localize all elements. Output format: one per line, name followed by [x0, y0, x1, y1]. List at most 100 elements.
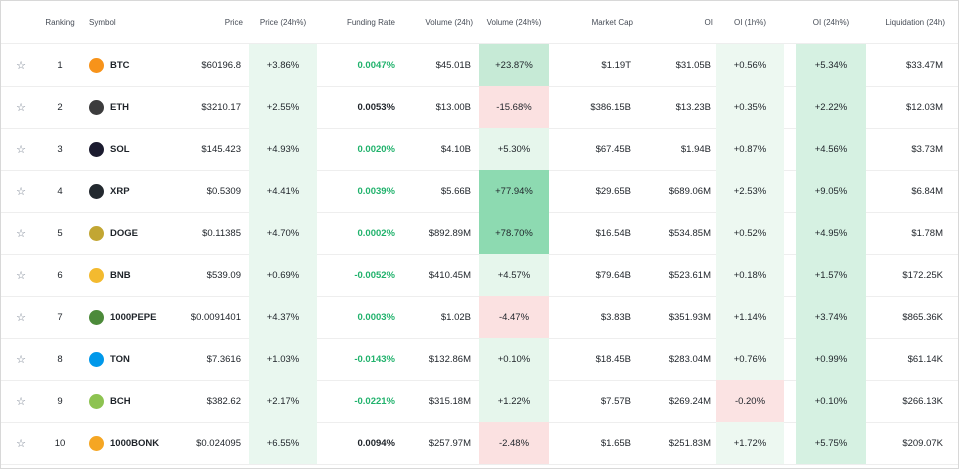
table-cell: $79.64B: [595, 269, 631, 281]
header-row: Ranking Symbol Price Price (24h%) Funding Ra…: [1, 1, 958, 44]
header-cell: Symbol: [89, 17, 116, 27]
coin-icon: [89, 351, 104, 367]
table-cell: $1.19T: [601, 59, 631, 71]
table-cell: +2.17%: [249, 380, 317, 422]
table-cell: +1.22%: [479, 380, 549, 422]
table-cell: ETH: [87, 86, 187, 128]
table-cell: -0.0221%: [354, 395, 395, 407]
header-cell: Price (24h%): [259, 17, 307, 27]
favorite-star[interactable]: ☆: [16, 353, 26, 366]
favorite-star[interactable]: ☆: [16, 185, 26, 198]
table-cell: 6: [57, 269, 63, 281]
table-cell: -0.0052%: [354, 269, 395, 281]
table-cell: $386.15B: [590, 101, 631, 113]
table-cell: XRP: [87, 170, 187, 212]
table-cell: 0.0047%: [357, 59, 395, 71]
table-cell: $1.78M: [911, 227, 943, 239]
table-row: ☆ 8 TON $7.3616 +1.03% -0.0143% $132.86M +0.10%…: [1, 338, 958, 381]
table-cell: +3.86%: [249, 44, 317, 86]
table-cell: 0.0039%: [357, 185, 395, 197]
table-cell: -0.0143%: [354, 353, 395, 365]
header-cell: Volume (24h%): [486, 17, 542, 27]
header-cell: OI (24h%): [812, 17, 850, 27]
table-cell: +0.10%: [796, 380, 866, 422]
header-cell: Ranking: [45, 17, 75, 27]
favorite-star[interactable]: ☆: [16, 395, 26, 408]
table-cell: $5.66B: [440, 185, 471, 197]
coin-icon: [89, 99, 104, 115]
coin-icon: [89, 309, 104, 325]
favorite-star[interactable]: ☆: [16, 59, 26, 72]
table-cell: +77.94%: [479, 170, 549, 212]
coin-icon: [89, 183, 104, 199]
symbol-text[interactable]: 1000PEPE: [110, 311, 157, 323]
table-cell: 3: [57, 143, 63, 155]
symbol-text[interactable]: XRP: [110, 185, 130, 197]
table-cell: 1000BONK: [87, 422, 187, 464]
table-cell: $892.89M: [428, 227, 471, 239]
favorite-star[interactable]: ☆: [16, 101, 26, 114]
table-cell: $7.3616: [206, 353, 241, 365]
symbol-text[interactable]: DOGE: [110, 227, 138, 239]
table-cell: $0.024095: [196, 437, 241, 449]
favorite-star[interactable]: ☆: [16, 437, 26, 450]
table-cell: +4.95%: [796, 212, 866, 254]
table-cell: +5.75%: [796, 422, 866, 464]
table-cell: $31.05B: [675, 59, 711, 71]
table-row: ☆ 1 BTC $60196.8 +3.86% 0.0047% $45.01B +23.87%…: [1, 44, 958, 87]
table-cell: +0.10%: [479, 338, 549, 380]
header-cell: OI (1h%): [733, 17, 766, 27]
table-cell: $61.14K: [907, 353, 943, 365]
table-cell: +5.30%: [479, 128, 549, 170]
symbol-text[interactable]: 1000BONK: [110, 437, 160, 449]
table-cell: $0.5309: [206, 185, 241, 197]
table-cell: +1.14%: [716, 296, 784, 338]
table-cell: BCH: [87, 380, 187, 422]
header-cell: Liquidation (24h): [885, 17, 945, 27]
table-cell: +2.22%: [796, 86, 866, 128]
table-cell: $269.24M: [668, 395, 711, 407]
table-cell: +5.34%: [796, 44, 866, 86]
table-cell: $16.54B: [595, 227, 631, 239]
symbol-text[interactable]: SOL: [110, 143, 130, 155]
table-cell: +4.41%: [249, 170, 317, 212]
table-cell: $67.45B: [595, 143, 631, 155]
table-cell: $865.36K: [902, 311, 943, 323]
header-cell: OI: [704, 17, 713, 27]
table-cell: $315.18M: [428, 395, 471, 407]
symbol-text[interactable]: BTC: [110, 59, 130, 71]
table-cell: 10: [54, 437, 66, 449]
table-cell: $6.84M: [911, 185, 943, 197]
table-row: ☆ 2 ETH $3210.17 +2.55% 0.0053% $13.00B -15.68%…: [1, 86, 958, 129]
favorite-star[interactable]: ☆: [16, 227, 26, 240]
table-cell: $0.0091401: [190, 311, 241, 323]
table-cell: SOL: [87, 128, 187, 170]
table-cell: +1.57%: [796, 254, 866, 296]
table-cell: $13.23B: [675, 101, 711, 113]
table-row: ☆ 5 DOGE $0.11385 +4.70% 0.0002% $892.89M +78.7…: [1, 212, 958, 255]
table-cell: $283.04M: [668, 353, 711, 365]
favorite-star[interactable]: ☆: [16, 269, 26, 282]
header-cell: Volume (24h): [425, 17, 473, 27]
coin-icon: [89, 267, 104, 283]
table-cell: +0.56%: [716, 44, 784, 86]
favorite-star[interactable]: ☆: [16, 143, 26, 156]
table-cell: BNB: [87, 254, 187, 296]
table-cell: $29.65B: [595, 185, 631, 197]
symbol-text[interactable]: BNB: [110, 269, 131, 281]
symbol-text[interactable]: BCH: [110, 395, 131, 407]
table-cell: +0.18%: [716, 254, 784, 296]
table-cell: 1000PEPE: [87, 296, 187, 338]
table-cell: $12.03M: [906, 101, 943, 113]
table-cell: $132.86M: [428, 353, 471, 365]
table-cell: $1.65B: [600, 437, 631, 449]
table-cell: +6.55%: [249, 422, 317, 464]
symbol-text[interactable]: ETH: [110, 101, 129, 113]
favorite-star[interactable]: ☆: [16, 311, 26, 324]
coin-icon: [89, 393, 104, 409]
table-cell: +2.53%: [716, 170, 784, 212]
symbol-text[interactable]: TON: [110, 353, 130, 365]
table-row: ☆ 6 BNB $539.09 +0.69% -0.0052% $410.45M +4.57%…: [1, 254, 958, 297]
